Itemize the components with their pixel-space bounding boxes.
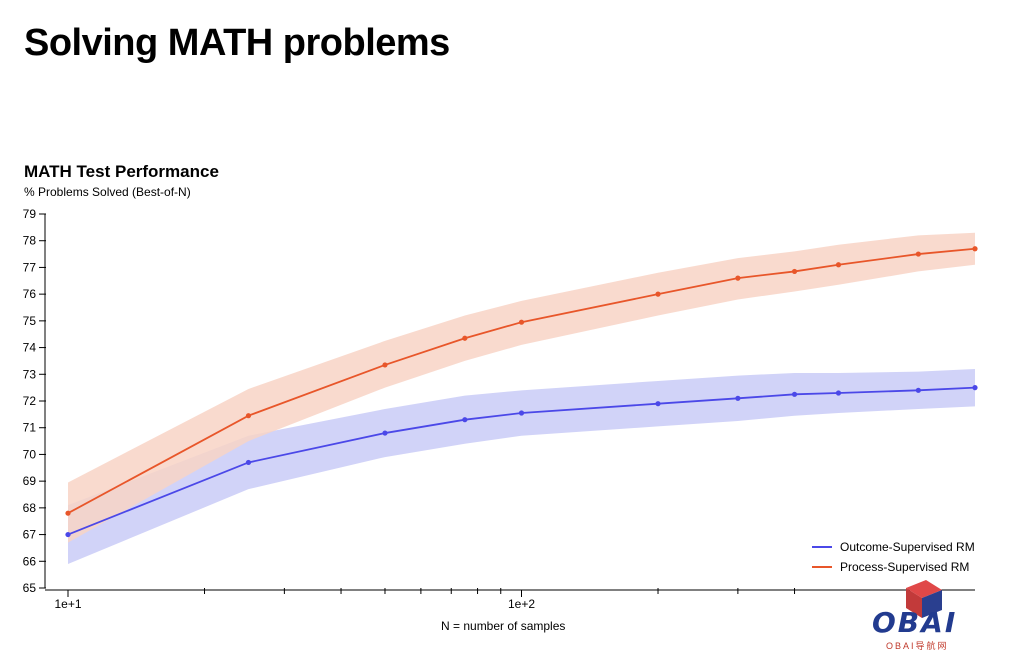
y-tick-label: 78 (23, 234, 37, 248)
y-axis-label: % Problems Solved (Best-of-N) (24, 185, 191, 199)
y-tick-label: 70 (23, 447, 37, 461)
data-point-outcome (462, 417, 468, 423)
data-point-process (518, 319, 525, 325)
data-point-process (972, 246, 978, 252)
legend-label-outcome: Outcome-Supervised RM (840, 540, 975, 554)
y-tick-label: 71 (23, 421, 37, 435)
x-tick-label: 1e+1 (54, 597, 81, 611)
data-point-process (65, 510, 71, 516)
confidence-band-process (68, 232, 975, 543)
y-tick-label: 68 (23, 501, 37, 515)
data-point-process (382, 362, 388, 368)
y-tick-label: 72 (23, 394, 37, 408)
data-point-outcome (791, 391, 798, 397)
y-tick-label: 69 (23, 474, 37, 488)
data-point-process (655, 291, 661, 297)
y-tick-label: 66 (23, 554, 37, 568)
y-tick-label: 73 (23, 367, 37, 381)
data-point-process (735, 275, 741, 281)
data-point-outcome (655, 401, 661, 407)
data-point-process (462, 335, 468, 341)
data-point-outcome (382, 430, 388, 436)
watermark-logo-icon (906, 580, 942, 618)
chart-title: MATH Test Performance (24, 162, 219, 181)
data-point-outcome (518, 410, 525, 416)
data-point-process (835, 262, 842, 268)
page-title: Solving MATH problems (24, 22, 450, 64)
legend-item-outcome: Outcome-Supervised RM (812, 537, 975, 557)
x-tick-label: 1e+2 (508, 597, 535, 611)
legend-label-process: Process-Supervised RM (840, 560, 970, 574)
legend-item-process: Process-Supervised RM (812, 557, 975, 577)
y-tick-label: 76 (23, 287, 37, 301)
data-point-outcome (65, 531, 71, 538)
data-point-process (791, 268, 798, 275)
data-point-outcome (735, 395, 741, 401)
legend-swatch-process (812, 566, 832, 568)
data-point-outcome (245, 459, 252, 466)
watermark-text: OBAI (872, 606, 958, 639)
y-tick-label: 74 (23, 341, 37, 355)
y-tick-label: 65 (23, 581, 37, 595)
data-point-process (915, 251, 921, 257)
data-point-process (245, 413, 252, 419)
y-tick-label: 79 (23, 207, 37, 221)
y-tick-label: 75 (23, 314, 37, 328)
y-tick-label: 67 (23, 528, 37, 542)
x-axis-label: N = number of samples (441, 619, 566, 633)
data-point-outcome (915, 387, 921, 393)
watermark-subtext: OBAI导航网 (886, 641, 949, 651)
legend: Outcome-Supervised RM Process-Supervised… (812, 537, 975, 577)
data-point-outcome (835, 390, 842, 396)
confidence-band-outcome (68, 368, 975, 564)
data-point-outcome (972, 385, 978, 391)
legend-swatch-outcome (812, 546, 832, 548)
y-tick-label: 77 (23, 260, 37, 274)
